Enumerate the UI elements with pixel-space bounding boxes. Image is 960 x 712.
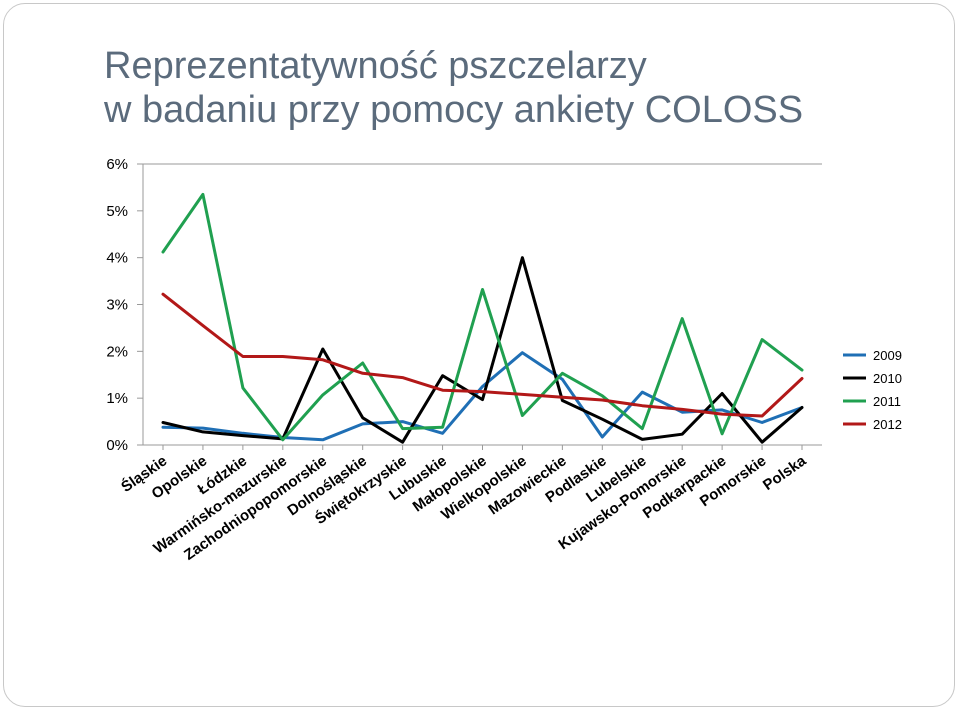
series-line-2012	[161, 292, 804, 418]
y-tick-label: 1%	[106, 390, 128, 407]
series-line-2011	[161, 192, 804, 442]
legend-label-2012: 2012	[873, 417, 902, 432]
series-line-2010	[161, 256, 804, 444]
series-lines	[161, 192, 804, 444]
y-tick-label: 4%	[106, 250, 128, 267]
legend-label-2009: 2009	[873, 348, 902, 363]
y-tick-label: 0%	[106, 437, 128, 454]
y-tick-label: 6%	[106, 156, 128, 173]
page-title: Reprezentatywność pszczelarzy w badaniu …	[104, 44, 803, 132]
axes	[142, 163, 822, 446]
title-line-2: w badaniu przy pomocy ankiety COLOSS	[104, 89, 804, 131]
legend: 2009 2010 2011 2012	[843, 348, 902, 432]
legend-label-2011: 2011	[873, 394, 901, 409]
title-line-1: Reprezentatywność pszczelarzy	[104, 45, 647, 87]
y-axis-ticks: 0% 1% 2% 3% 4% 5% 6%	[106, 156, 143, 454]
y-tick-label: 3%	[106, 297, 128, 314]
slide-frame	[3, 3, 955, 707]
x-tick-label: Polska	[760, 452, 810, 494]
legend-label-2010: 2010	[873, 371, 902, 386]
x-axis-ticks: ŚląskieOpolskieŁódzkieWarmińsko-mazurski…	[118, 445, 810, 564]
y-tick-label: 2%	[106, 343, 128, 360]
y-tick-label: 5%	[106, 203, 128, 220]
